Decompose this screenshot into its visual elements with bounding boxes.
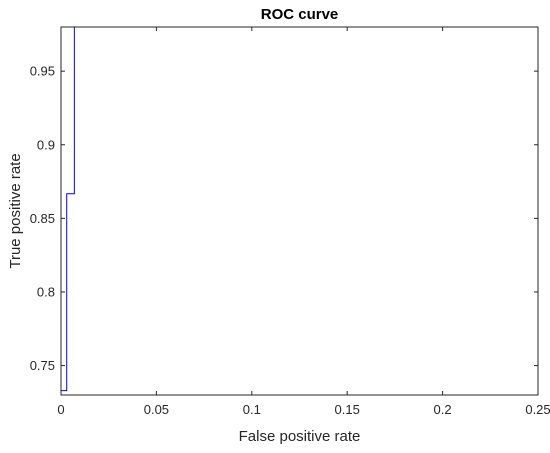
chart-title: ROC curve: [261, 6, 339, 23]
y-tick-label: 0.95: [30, 64, 55, 79]
plot-frame: [60, 26, 539, 396]
y-tick-label: 0.8: [37, 284, 55, 299]
x-tick-label: 0.25: [525, 402, 550, 417]
x-tick-label: 0.15: [335, 402, 360, 417]
x-tick-label: 0.1: [243, 402, 261, 417]
ticks-layer: 0 0.05 0.1 0.15 0.2 0.25 0.75 0.8 0.85 0.9 0.95: [30, 27, 550, 417]
x-tick-label: 0.2: [434, 402, 452, 417]
y-axis-label: True positive rate: [7, 153, 24, 268]
x-tick-label: 0: [57, 402, 64, 417]
roc-curve-line: [61, 27, 75, 392]
x-tick-label: 0.05: [144, 402, 169, 417]
series-layer: [61, 27, 75, 392]
x-axis-label: False positive rate: [239, 428, 361, 445]
plot-area: [61, 27, 538, 395]
y-tick-label: 0.75: [30, 358, 55, 373]
y-tick-label: 0.9: [37, 137, 55, 152]
y-tick-label: 0.85: [30, 211, 55, 226]
